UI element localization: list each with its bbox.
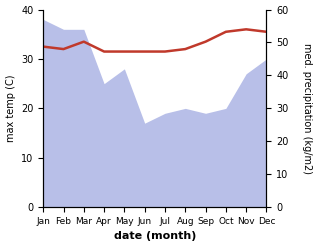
Y-axis label: med. precipitation (kg/m2): med. precipitation (kg/m2) <box>302 43 313 174</box>
X-axis label: date (month): date (month) <box>114 231 196 242</box>
Y-axis label: max temp (C): max temp (C) <box>5 75 16 142</box>
